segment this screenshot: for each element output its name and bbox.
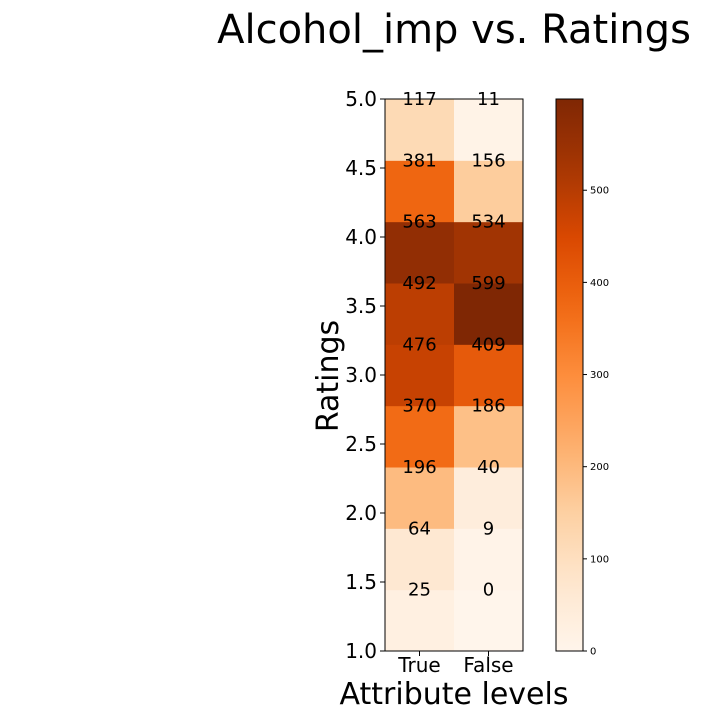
cell-value-label: 492 [402,273,436,294]
heatmap-cell [385,221,455,284]
heatmap-cell [385,283,455,345]
y-tick-label: 2.0 [345,501,377,525]
colorbar-tick-label: 400 [590,278,609,289]
y-tick-label: 1.5 [345,570,377,594]
heatmap-cell [454,283,524,345]
cell-value-labels: 25 0 64 9 196 40 370 186 476 409 492 599 563 534 381 15… [402,89,505,601]
heatmap-cell [385,344,455,407]
heatmap-cell [385,99,455,161]
heatmap-cells [385,99,524,652]
y-axis-label: Ratings [311,320,346,432]
cell-value-label: 196 [402,457,436,478]
cell-value-label: 409 [471,334,505,355]
colorbar [555,98,584,652]
y-tick-label: 3.5 [345,294,377,318]
colorbar-tick-label: 500 [590,186,609,197]
y-tick-label: 5.0 [345,87,377,111]
colorbar-tick-label: 300 [590,370,609,381]
heatmap-cell [385,528,455,591]
heatmap-cell [454,99,524,161]
cell-value-label: 186 [471,396,505,417]
x-tick-label: True [397,653,440,677]
heatmap-cell [385,160,455,223]
colorbar-tick-label: 100 [590,554,609,565]
cell-value-label: 534 [471,212,505,233]
y-axis-ticks: 1.0 1.5 2.0 2.5 3.0 3.5 4.0 4.5 5.0 [345,87,385,663]
y-tick-label: 4.5 [345,156,377,180]
cell-value-label: 599 [471,273,505,294]
cell-value-label: 25 [408,580,431,601]
x-tick-label: False [463,653,513,677]
cell-value-label: 156 [471,150,505,171]
heatmap-cell [454,405,524,468]
y-tick-label: 4.0 [345,225,377,249]
x-axis-ticks: True False [397,651,514,677]
chart-title: Alcohol_imp vs. Ratings [217,7,691,53]
heatmap-cell [454,589,524,652]
colorbar-tick-label: 0 [590,647,596,658]
cell-value-label: 9 [483,518,494,539]
cell-value-label: 476 [402,334,436,355]
cell-value-label: 370 [402,396,436,417]
colorbar-tick-label: 200 [590,462,609,473]
cell-value-label: 64 [408,518,431,539]
heatmap-cell [454,528,524,591]
heatmap-cell [385,405,455,468]
y-tick-label: 3.0 [345,363,377,387]
heatmap-cell [454,467,524,529]
cell-value-label: 381 [402,150,436,171]
heatmap-cell [454,221,524,284]
heatmap-cell [454,160,524,223]
cell-value-label: 563 [402,212,436,233]
heatmap-cell [385,467,455,529]
colorbar-ticks: 0 100 200 300 400 500 [583,186,609,658]
heatmap-cell [385,589,455,652]
heatmap-cell [454,344,524,407]
y-tick-label: 2.5 [345,432,377,456]
cell-value-label: 0 [483,580,494,601]
x-axis-label: Attribute levels [340,677,569,712]
y-tick-label: 1.0 [345,639,377,663]
cell-value-label: 40 [477,457,500,478]
